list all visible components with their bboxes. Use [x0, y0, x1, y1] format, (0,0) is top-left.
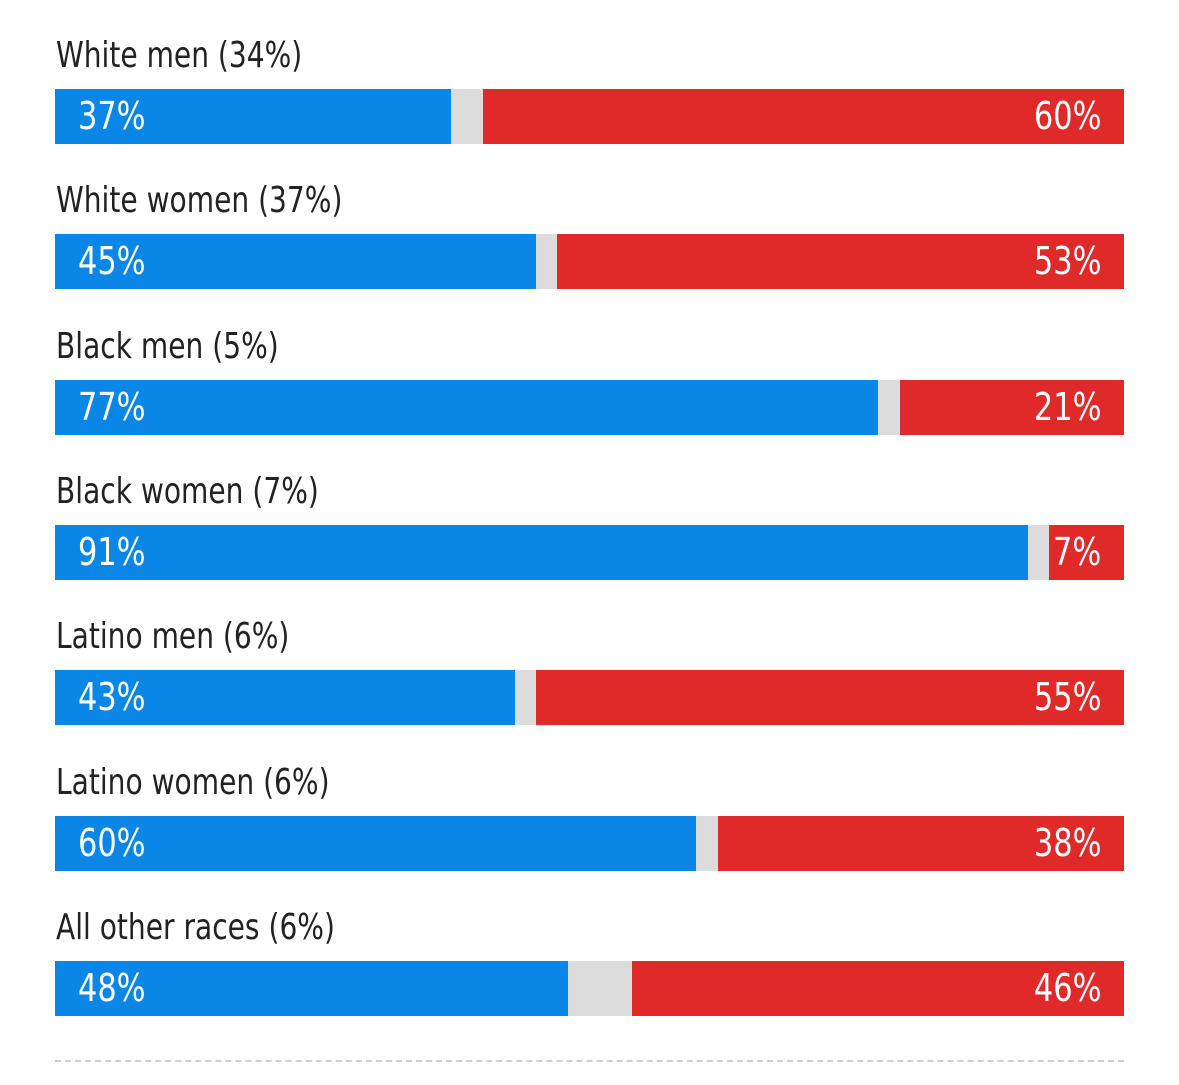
bar-segment-other	[536, 234, 557, 289]
stacked-bar: 43% 55%	[55, 670, 1124, 725]
stacked-bar: 48% 46%	[55, 961, 1124, 1016]
bar-segment-other	[451, 89, 483, 144]
data-label-dem: 43%	[78, 675, 146, 719]
data-label-rep: 55%	[1033, 675, 1101, 719]
dashed-divider	[55, 1060, 1124, 1062]
data-label-dem: 37%	[78, 94, 146, 138]
bar-segment-dem	[55, 380, 878, 435]
bar-segment-rep	[483, 89, 1124, 144]
row-label: White women (37%)	[56, 180, 343, 221]
row-label: All other races (6%)	[56, 907, 335, 948]
bar-segment-other	[568, 961, 632, 1016]
bar-segment-rep	[718, 816, 1124, 871]
row-label: Black men (5%)	[56, 326, 279, 367]
bar-segment-dem	[55, 89, 451, 144]
bar-segment-rep	[632, 961, 1124, 1016]
bar-segment-dem	[55, 525, 1028, 580]
row-label: Latino men (6%)	[56, 616, 290, 657]
bar-segment-other	[515, 670, 536, 725]
stacked-bar: 60% 38%	[55, 816, 1124, 871]
data-label-dem: 60%	[78, 821, 146, 865]
data-label-dem: 91%	[78, 530, 146, 574]
bar-segment-other	[1028, 525, 1049, 580]
data-label-dem: 48%	[78, 966, 146, 1010]
bar-segment-rep	[1049, 525, 1124, 580]
row-label: Latino women (6%)	[56, 762, 330, 803]
data-label-dem: 45%	[78, 239, 146, 283]
bar-segment-rep	[900, 380, 1124, 435]
row-label: White men (34%)	[56, 35, 303, 76]
bar-segment-other	[878, 380, 900, 435]
row-label: Black women (7%)	[56, 471, 319, 512]
stacked-bar: 45% 53%	[55, 234, 1124, 289]
data-label-rep: 46%	[1033, 966, 1101, 1010]
stacked-bar: 77% 21%	[55, 380, 1124, 435]
data-label-rep: 60%	[1033, 94, 1101, 138]
data-label-rep: 38%	[1033, 821, 1101, 865]
bar-segment-rep	[536, 670, 1124, 725]
bar-segment-dem	[55, 234, 536, 289]
bar-segment-rep	[557, 234, 1124, 289]
data-label-rep: 53%	[1033, 239, 1101, 283]
bar-segment-other	[696, 816, 718, 871]
stacked-bar: 37% 60%	[55, 89, 1124, 144]
bar-segment-dem	[55, 961, 568, 1016]
data-label-rep: 7%	[1052, 530, 1101, 574]
stacked-bar: 91% 7%	[55, 525, 1124, 580]
data-label-rep: 21%	[1033, 385, 1101, 429]
bar-segment-dem	[55, 670, 515, 725]
bar-segment-dem	[55, 816, 696, 871]
data-label-dem: 77%	[78, 385, 146, 429]
